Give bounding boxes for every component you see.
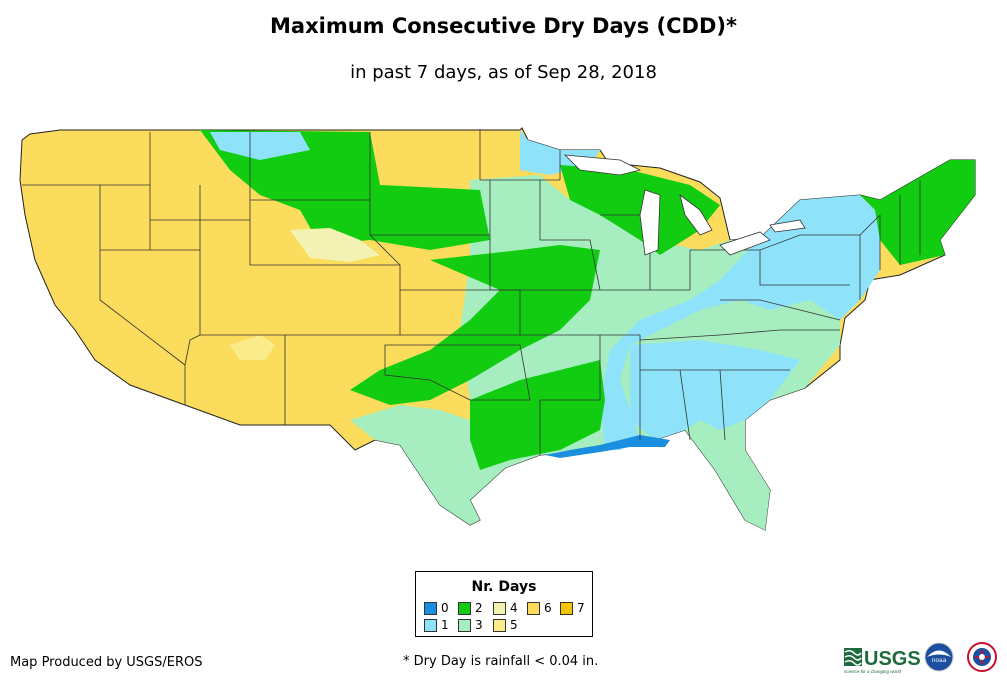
state-borders [22, 130, 921, 455]
legend-item-1: 1 [424, 619, 449, 633]
legend-swatch-1 [424, 619, 437, 632]
legend-swatch-3 [458, 619, 471, 632]
noaa-logo: noaa [924, 642, 954, 672]
region-southeast-1day [630, 340, 800, 440]
usgs-wordmark: USGS [864, 648, 921, 670]
region-southwest-5day [230, 335, 275, 360]
legend-label-7: 7 [577, 601, 585, 615]
legend-swatch-2 [458, 602, 471, 615]
legend-swatch-0 [424, 602, 437, 615]
region-northeast-1day [600, 195, 880, 450]
region-northern-plains-2day [200, 130, 490, 250]
legend-label-1: 1 [441, 618, 449, 632]
region-great-lakes-2day [560, 165, 720, 255]
region-montana-1day [210, 132, 310, 160]
map-title: Maximum Consecutive Dry Days (CDD)* [270, 14, 737, 38]
legend-item-7: 7 [560, 602, 585, 616]
legend-item-6: 6 [527, 602, 552, 616]
legend-swatch-4 [493, 602, 506, 615]
legend: Nr. Days 0 1 2 3 4 5 6 7 [415, 571, 593, 637]
agency-logos: USGS science for a changing world noaa [844, 642, 997, 674]
legend-item-4: 4 [493, 602, 518, 616]
region-new-england-2day [860, 160, 975, 265]
map-subtitle: in past 7 days, as of Sep 28, 2018 [350, 62, 657, 83]
great-lakes [563, 154, 806, 256]
legend-label-3: 3 [475, 618, 483, 632]
region-plains-band-2day [350, 245, 600, 405]
region-rockies-4day [290, 228, 380, 262]
legend-item-0: 0 [424, 602, 449, 616]
legend-label-5: 5 [510, 618, 518, 632]
legend-swatch-6 [527, 602, 540, 615]
region-texas-3day [350, 405, 470, 505]
legend-item-5: 5 [493, 619, 518, 633]
nws-logo [967, 642, 997, 672]
legend-swatch-5 [493, 619, 506, 632]
legend-label-0: 0 [441, 601, 449, 615]
dry-day-note: * Dry Day is rainfall < 0.04 in. [403, 654, 599, 669]
legend-swatch-7 [560, 602, 573, 615]
region-gulf-2day [470, 360, 605, 470]
usgs-logo: USGS science for a changing world [844, 648, 921, 674]
region-florida-3day [720, 440, 770, 530]
legend-item-2: 2 [458, 602, 483, 616]
cdd-map [19, 127, 976, 531]
legend-label-4: 4 [510, 601, 518, 615]
legend-title: Nr. Days [471, 579, 537, 595]
region-gulf-coast-0day [545, 435, 670, 458]
map-credit: Map Produced by USGS/EROS [10, 655, 203, 670]
legend-item-3: 3 [458, 619, 483, 633]
noaa-wordmark: noaa [932, 657, 947, 664]
usgs-tagline: science for a changing world [844, 669, 902, 674]
legend-label-6: 6 [544, 601, 552, 615]
legend-label-2: 2 [475, 601, 483, 615]
